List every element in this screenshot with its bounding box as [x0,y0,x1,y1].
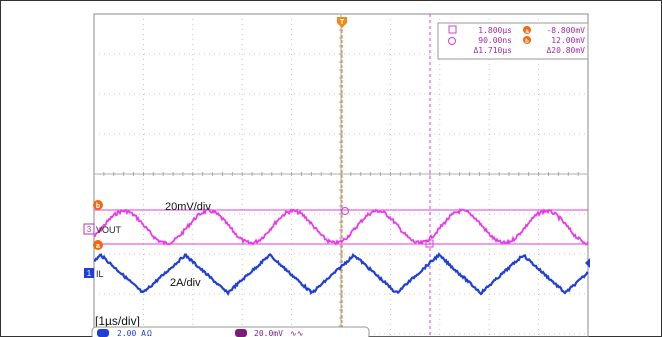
trigger-marker-icon: T [337,17,347,28]
readout-cursor-b-label: b [525,39,529,45]
ch1-settings-label: 2.00 A [117,329,146,337]
ch3-settings-badge [235,329,247,337]
vout-scale-label: 20mV/div [165,201,211,213]
readout-cursor-a-icon [523,26,531,34]
readout-t2: 90.00ns [478,36,512,45]
readout-v1: -8.800mV [546,26,585,35]
cursor-b-marker-icon: b [93,200,103,210]
graticule [93,13,589,337]
readout-dt: Δ1.710µs [473,46,512,55]
readout-cursor-b-icon [523,36,531,44]
ch3-settings-suffix: ∿∿ [290,329,303,337]
ch3-settings-label: 20.0mV [254,329,283,337]
ch1-settings-suffix: Ω [147,329,152,337]
vout-trace [93,208,589,246]
timebase-label: [1µs/div] [95,314,140,328]
cursor-marker-square [425,239,434,248]
il-trace [93,252,589,297]
ch1-offset-arrow-icon [585,258,590,268]
cursor-marker-circle [341,207,349,215]
readout-cursor-a-label: a [525,29,529,35]
cursor-readout-box: 1.800µs 90.00ns Δ1.710µs a b -8.800mV 12… [437,22,589,60]
cursor-a-marker-icon: a [93,240,103,250]
il-scale-label: 2A/div [170,277,201,289]
ch3-marker-icon: 3 [83,223,95,235]
channel-settings-bar[interactable]: 2.00 A Ω 20.0mV ∿∿ [91,326,370,337]
trigger-marker-label: T [340,19,345,26]
readout-v2: 12.00mV [551,36,585,45]
cursor-a-marker-label: a [96,243,100,250]
ch1-marker-label: 1 [87,269,92,278]
ch1-settings-badge [97,329,109,337]
il-series-label: IL [96,269,104,279]
cursor-b-marker-label: b [96,203,100,210]
readout-time-cursor-1-icon [448,25,457,34]
ch3-marker-label: 3 [87,225,92,234]
readout-dv: Δ20.80mV [546,46,585,55]
readout-time-cursor-2-icon [448,37,456,45]
vout-series-label: VOUT [96,225,122,235]
readout-t1: 1.800µs [478,26,512,35]
ch1-marker-icon: 1 [84,268,94,278]
